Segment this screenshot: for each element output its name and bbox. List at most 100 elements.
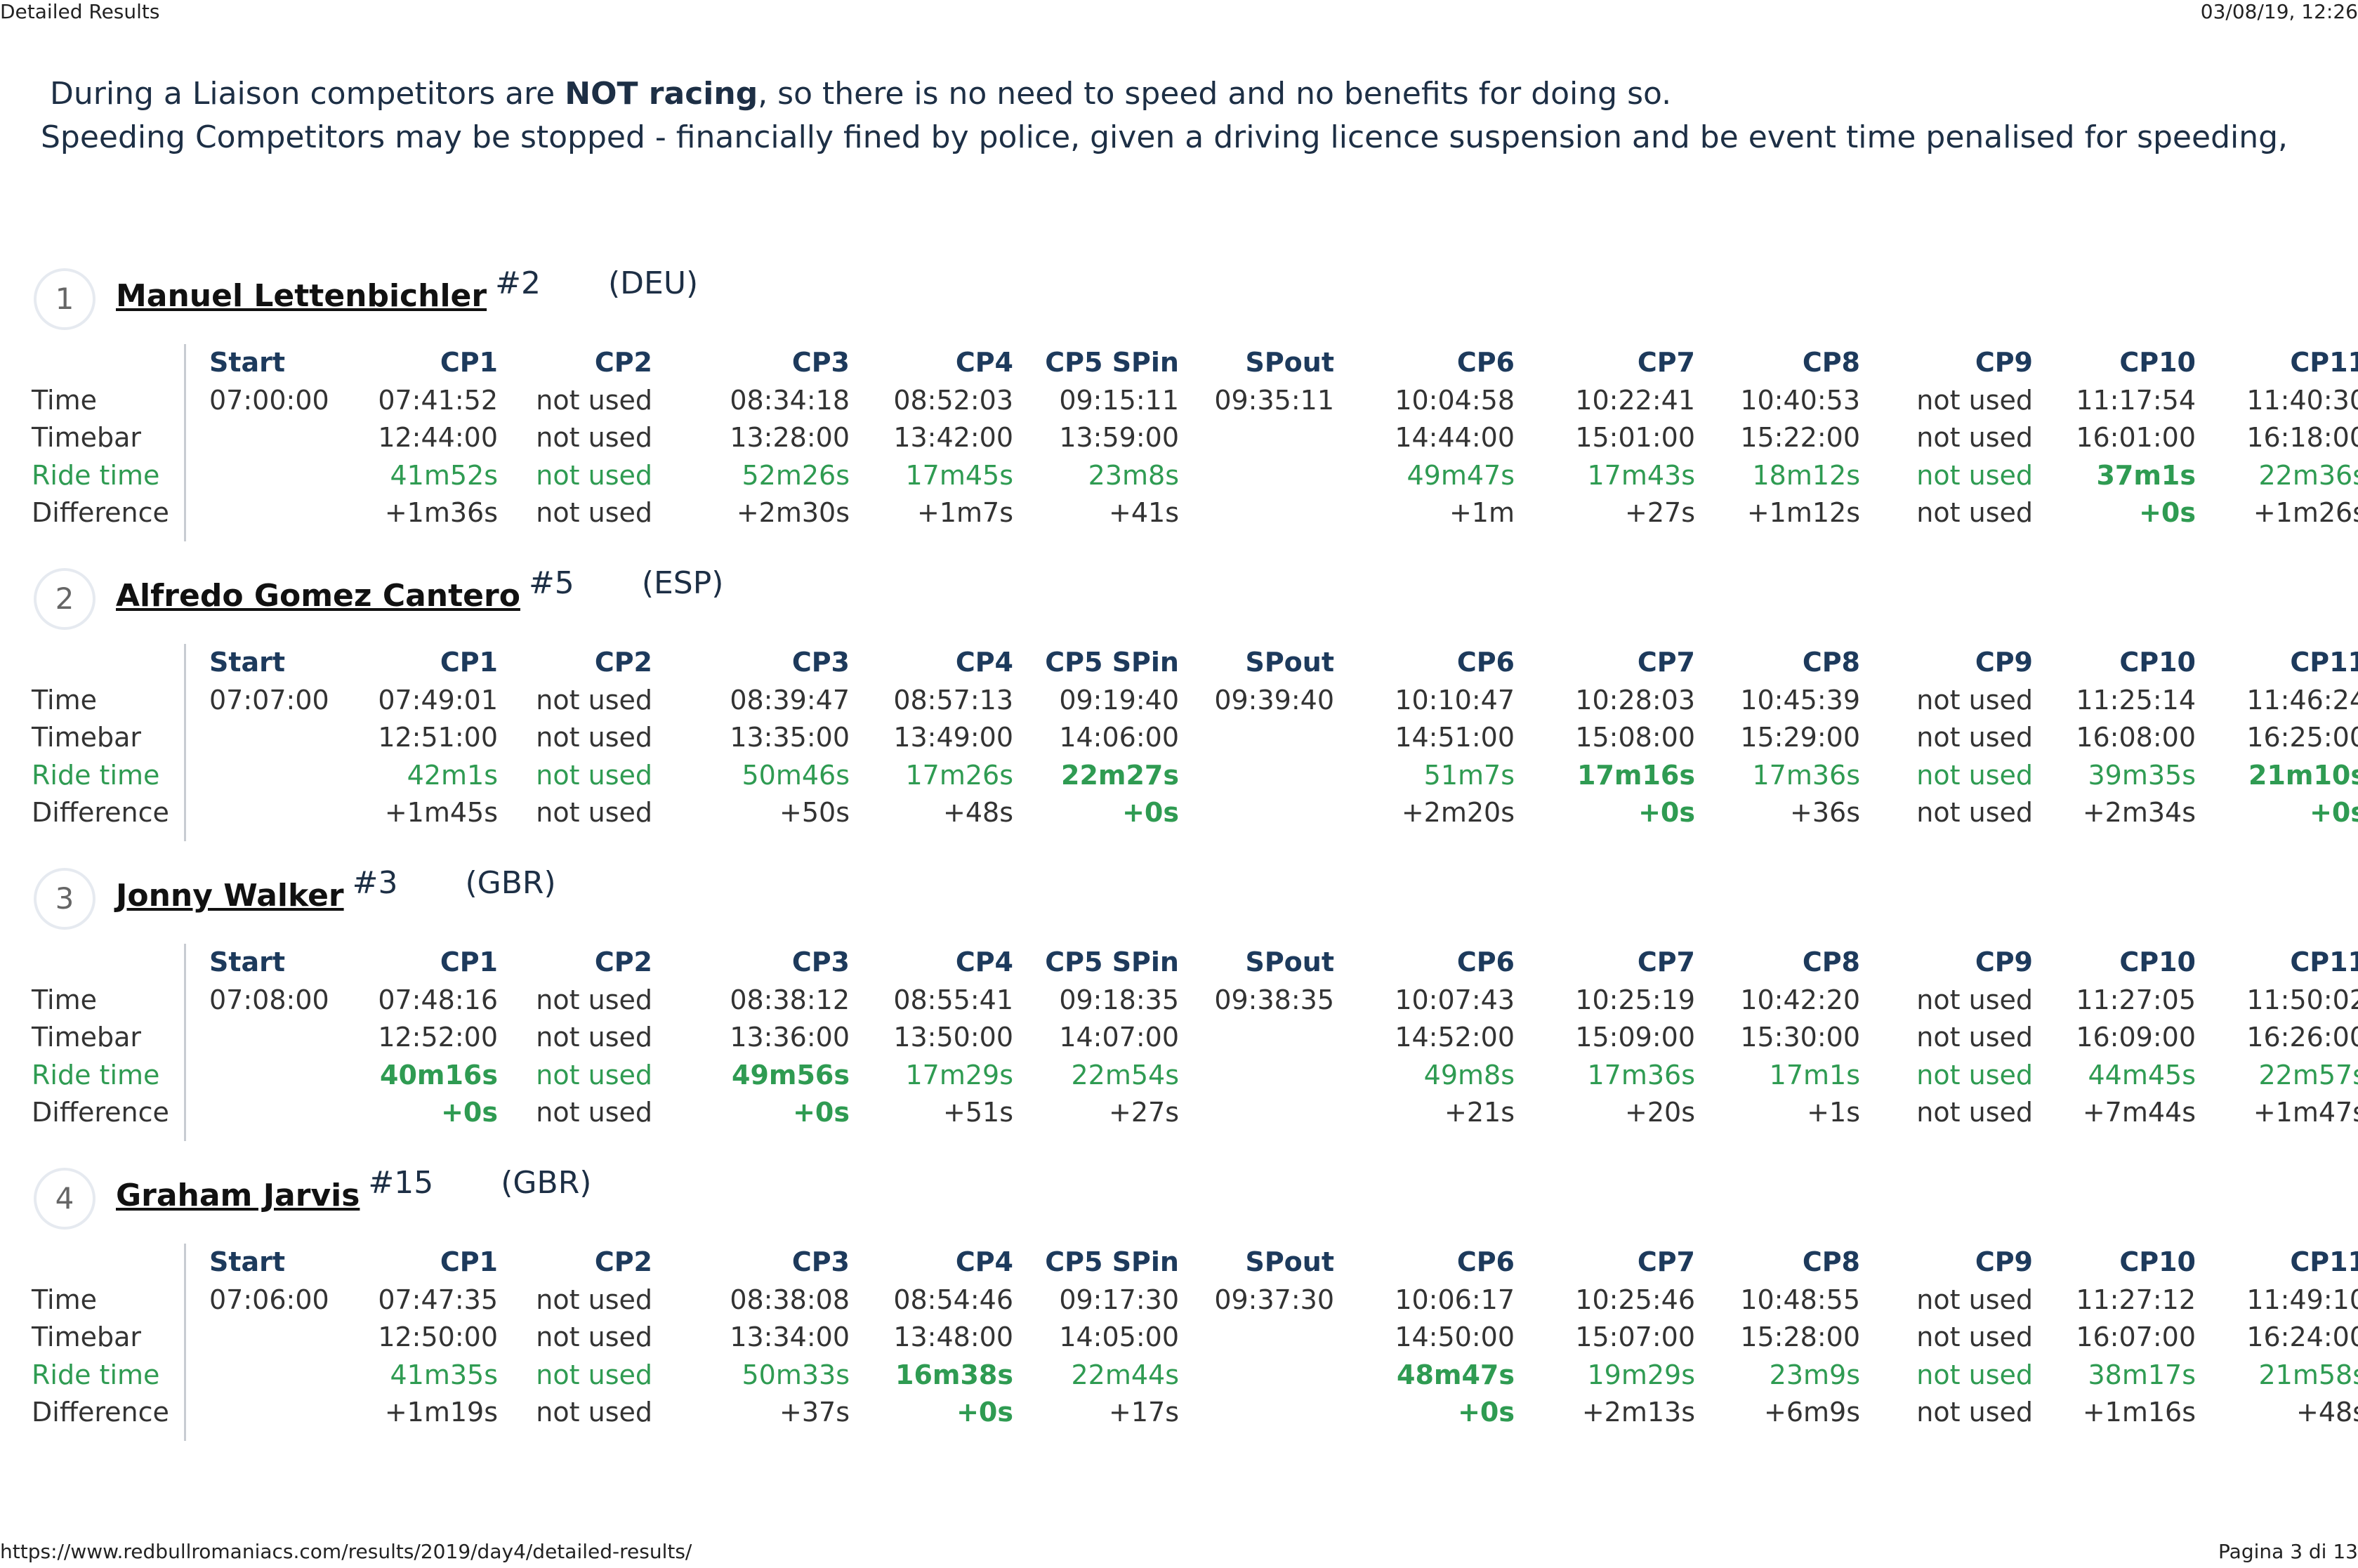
table-divider bbox=[184, 944, 186, 1141]
table-cell: not used bbox=[1916, 496, 2033, 528]
column-header: CP2 bbox=[594, 947, 652, 977]
column-header: CP6 bbox=[1456, 647, 1515, 678]
table-cell: 18m12s bbox=[1752, 459, 1860, 491]
table-cell: 09:39:40 bbox=[1214, 685, 1334, 716]
column-header: CP4 bbox=[955, 647, 1013, 678]
rider-country: (DEU) bbox=[607, 265, 699, 301]
table-cell: 16:07:00 bbox=[2076, 1322, 2196, 1353]
column-header: CP9 bbox=[1975, 947, 2033, 977]
table-cell: +0s bbox=[2310, 796, 2358, 828]
row-label: Timebar bbox=[32, 722, 142, 753]
table-cell: 08:38:08 bbox=[730, 1284, 850, 1315]
table-cell: +1m47s bbox=[2253, 1096, 2358, 1128]
column-header: CP4 bbox=[955, 1246, 1013, 1277]
table-cell: 14:06:00 bbox=[1059, 722, 1179, 753]
rider-heading: Graham Jarvis #15 (GBR) bbox=[116, 1165, 591, 1213]
table-cell: 22m36s bbox=[2258, 459, 2358, 491]
table-cell: 09:15:11 bbox=[1059, 385, 1179, 416]
table-cell: 07:07:00 bbox=[209, 685, 329, 716]
header-date: 03/08/19, 12:26 bbox=[2200, 0, 2358, 23]
rider-country: (ESP) bbox=[641, 565, 724, 601]
row-label: Ride time bbox=[32, 759, 160, 791]
table-cell: 22m27s bbox=[1061, 759, 1179, 791]
column-header: Start bbox=[209, 1246, 286, 1277]
table-cell: not used bbox=[536, 759, 652, 791]
table-cell: 10:28:03 bbox=[1575, 685, 1695, 716]
table-cell: 12:52:00 bbox=[378, 1022, 498, 1053]
table-cell: 16:25:00 bbox=[2246, 722, 2358, 753]
rank-badge: 1 bbox=[34, 268, 95, 330]
table-cell: not used bbox=[1916, 759, 2033, 791]
table-cell: 07:08:00 bbox=[209, 984, 329, 1015]
table-cell: not used bbox=[1916, 1284, 2033, 1315]
rider-number: #2 bbox=[495, 265, 541, 301]
rider-number: #3 bbox=[352, 865, 398, 901]
table-cell: not used bbox=[1916, 1359, 2033, 1390]
table-cell: 11:17:54 bbox=[2076, 385, 2196, 416]
column-header: CP4 bbox=[955, 347, 1013, 378]
table-cell: not used bbox=[536, 496, 652, 528]
table-cell: not used bbox=[1916, 796, 2033, 828]
intro-text: , so there is no need to speed and no be… bbox=[758, 76, 1672, 112]
column-header: CP8 bbox=[1802, 1246, 1860, 1277]
table-cell: +48s bbox=[943, 796, 1013, 828]
table-cell: 21m10s bbox=[2248, 759, 2358, 791]
row-label: Time bbox=[32, 984, 97, 1015]
table-cell: 13:59:00 bbox=[1059, 422, 1179, 454]
table-cell: 09:17:30 bbox=[1059, 1284, 1179, 1315]
row-label: Ride time bbox=[32, 1359, 160, 1390]
table-cell: +1m bbox=[1449, 496, 1515, 528]
table-cell: not used bbox=[1916, 1096, 2033, 1128]
table-cell: 23m8s bbox=[1088, 459, 1179, 491]
table-cell: 15:22:00 bbox=[1740, 422, 1860, 454]
table-cell: 17m16s bbox=[1577, 759, 1695, 791]
column-header: CP1 bbox=[440, 947, 498, 977]
table-cell: 17m43s bbox=[1587, 459, 1695, 491]
rider-name: Alfredo Gomez Cantero bbox=[116, 578, 520, 614]
table-cell: 40m16s bbox=[380, 1059, 498, 1091]
rider-heading: Manuel Lettenbichler #2 (DEU) bbox=[116, 265, 698, 314]
row-label: Timebar bbox=[32, 1322, 142, 1353]
table-cell: not used bbox=[1916, 722, 2033, 753]
table-cell: 13:34:00 bbox=[730, 1322, 850, 1353]
table-cell: +6m9s bbox=[1763, 1396, 1860, 1428]
rider-name: Jonny Walker bbox=[116, 878, 344, 914]
row-label: Time bbox=[32, 385, 97, 416]
table-cell: +1m16s bbox=[2082, 1396, 2196, 1428]
table-cell: +1m26s bbox=[2253, 496, 2358, 528]
table-cell: 07:48:16 bbox=[378, 984, 498, 1015]
column-header: CP5 SPin bbox=[1045, 947, 1179, 977]
table-cell: +0s bbox=[441, 1096, 498, 1128]
table-cell: 17m45s bbox=[905, 459, 1013, 491]
table-cell: +36s bbox=[1790, 796, 1860, 828]
table-cell: +2m20s bbox=[1401, 796, 1515, 828]
column-header: CP7 bbox=[1637, 647, 1695, 678]
table-cell: 14:50:00 bbox=[1395, 1322, 1515, 1353]
table-cell: 16:18:00 bbox=[2246, 422, 2358, 454]
table-cell: 19m29s bbox=[1587, 1359, 1695, 1390]
table-cell: 16:01:00 bbox=[2076, 422, 2196, 454]
row-label: Difference bbox=[32, 796, 169, 828]
table-cell: +1m19s bbox=[384, 1396, 498, 1428]
table-cell: not used bbox=[536, 1396, 652, 1428]
table-cell: 16m38s bbox=[895, 1359, 1013, 1390]
row-label: Ride time bbox=[32, 1059, 160, 1091]
table-cell: not used bbox=[536, 722, 652, 753]
column-header: CP11 bbox=[2290, 347, 2358, 378]
intro-line: During a Liaison competitors are NOT rac… bbox=[50, 76, 1671, 112]
table-cell: 11:25:14 bbox=[2076, 685, 2196, 716]
rider-heading: Alfredo Gomez Cantero #5 (ESP) bbox=[116, 565, 723, 614]
column-header: Start bbox=[209, 947, 286, 977]
table-cell: 11:27:12 bbox=[2076, 1284, 2196, 1315]
column-header: CP8 bbox=[1802, 347, 1860, 378]
table-cell: 37m1s bbox=[2096, 459, 2196, 491]
table-cell: 17m1s bbox=[1769, 1059, 1860, 1091]
column-header: CP3 bbox=[791, 1246, 850, 1277]
table-cell: 09:38:35 bbox=[1214, 984, 1334, 1015]
column-header: CP7 bbox=[1637, 1246, 1695, 1277]
table-cell: not used bbox=[536, 1359, 652, 1390]
table-cell: 08:52:03 bbox=[893, 385, 1013, 416]
table-cell: +2m34s bbox=[2082, 796, 2196, 828]
column-header: CP11 bbox=[2290, 947, 2358, 977]
table-cell: 11:40:30 bbox=[2246, 385, 2358, 416]
